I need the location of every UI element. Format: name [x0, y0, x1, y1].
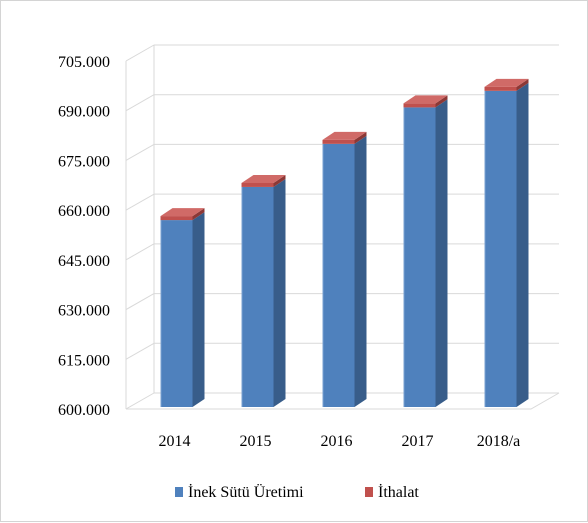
x-axis-ticks: 2014 2015 2016 2017 2018/a — [159, 433, 521, 450]
cap-front-face — [322, 139, 355, 144]
x-tick-label: 2014 — [159, 433, 191, 450]
cap-top-face — [322, 131, 367, 140]
floor-edge — [126, 392, 560, 410]
bar-side-face — [354, 135, 367, 407]
y-tick-label: 645.000 — [58, 253, 110, 270]
x-tick-label: 2017 — [402, 433, 434, 450]
bar-2014 — [160, 208, 205, 407]
bar-front-face — [484, 90, 517, 407]
cap-front-face — [241, 182, 274, 187]
gridline — [125, 44, 559, 62]
y-tick-label: 705.000 — [58, 54, 110, 71]
bar-side-face — [192, 212, 205, 407]
bar-side-face — [273, 178, 286, 407]
legend-item-import: İthalat — [365, 483, 419, 501]
cap-front-face — [403, 103, 436, 108]
cap-front-face — [160, 216, 193, 221]
legend-swatch — [175, 487, 183, 497]
y-tick-label: 615.000 — [58, 352, 110, 369]
cap-side-face — [435, 95, 448, 108]
legend: İnek Sütü Üretimi İthalat — [175, 483, 419, 501]
bar-2017 — [403, 95, 448, 408]
bar-front-face — [160, 220, 193, 407]
cap-side-face — [354, 131, 367, 144]
bar-2018/a — [484, 78, 529, 407]
cap-side-face — [516, 78, 529, 91]
y-axis-ticks: 600.000 615.000 630.000 645.000 660.000 675.0… — [58, 54, 110, 419]
bar-front-face — [241, 186, 274, 407]
x-tick-label: 2016 — [321, 433, 353, 450]
y-tick-label: 630.000 — [58, 303, 110, 320]
y-tick-label: 660.000 — [58, 203, 110, 220]
x-tick-label: 2015 — [240, 433, 272, 450]
x-tick-label: 2018/a — [477, 433, 521, 450]
cap-side-face — [273, 174, 286, 187]
cap-front-face — [484, 86, 517, 91]
legend-label: İthalat — [378, 483, 419, 501]
bar-side-face — [435, 99, 448, 408]
bars-layer — [160, 78, 529, 408]
cap-top-face — [484, 78, 529, 87]
legend-label: İnek Sütü Üretimi — [188, 483, 304, 501]
bar-front-face — [403, 107, 436, 408]
cap-top-face — [403, 95, 448, 104]
cap-side-face — [192, 208, 205, 221]
y-tick-label: 675.000 — [58, 153, 110, 170]
bar-2015 — [241, 174, 286, 407]
bar-side-face — [516, 82, 529, 407]
legend-item-production: İnek Sütü Üretimi — [175, 483, 304, 501]
legend-swatch — [365, 487, 373, 497]
y-tick-label: 690.000 — [58, 104, 110, 121]
bar-front-face — [322, 143, 355, 407]
y-tick-label: 600.000 — [58, 402, 110, 419]
cap-top-face — [241, 174, 286, 183]
cap-top-face — [160, 208, 205, 217]
bar-2016 — [322, 131, 367, 407]
